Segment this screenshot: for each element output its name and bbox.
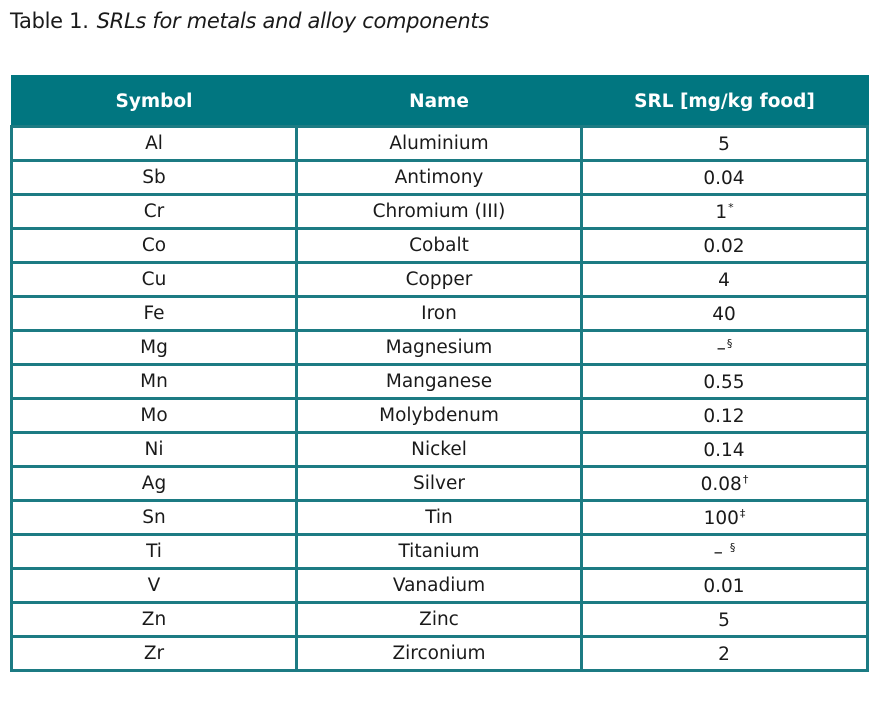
srl-value: 0.55 — [703, 371, 745, 393]
table-row: Mg Magnesium –§ — [10, 329, 869, 366]
cell-symbol: Sn — [10, 499, 298, 536]
srl-value: 0.08 — [700, 473, 742, 495]
cell-symbol: Co — [10, 227, 298, 264]
cell-name: Manganese — [295, 363, 583, 400]
table-row: Cr Chromium (III) 1* — [10, 193, 869, 230]
cell-name: Zirconium — [295, 635, 583, 672]
footnote-mark: § — [726, 336, 733, 350]
table-row: Ni Nickel 0.14 — [10, 431, 869, 468]
cell-symbol: Cr — [10, 193, 298, 230]
srl-value: 2 — [718, 643, 730, 665]
cell-symbol: Mo — [10, 397, 298, 434]
cell-srl: 0.02 — [580, 227, 869, 264]
cell-srl: 40 — [580, 295, 869, 332]
header-symbol: Symbol — [10, 75, 298, 128]
cell-srl: 0.12 — [580, 397, 869, 434]
table-row: Sb Antimony 0.04 — [10, 159, 869, 196]
cell-name: Zinc — [295, 601, 583, 638]
footnote-mark: † — [742, 472, 749, 486]
cell-symbol: Mn — [10, 363, 298, 400]
srl-value: 40 — [712, 303, 736, 325]
table-row: Mn Manganese 0.55 — [10, 363, 869, 400]
cell-name: Chromium (III) — [295, 193, 583, 230]
cell-srl: 5 — [580, 601, 869, 638]
table-row: Fe Iron 40 — [10, 295, 869, 332]
srl-value: 5 — [718, 133, 730, 155]
table-row: V Vanadium 0.01 — [10, 567, 869, 604]
table-label: Table 1. — [10, 9, 89, 33]
cell-srl: 0.55 — [580, 363, 869, 400]
cell-name: Copper — [295, 261, 583, 298]
cell-name: Silver — [295, 465, 583, 502]
footnote-mark: § — [729, 540, 736, 554]
cell-srl: 4 — [580, 261, 869, 298]
srl-value: 0.01 — [703, 575, 745, 597]
srl-value: 0.04 — [703, 167, 745, 189]
cell-name: Iron — [295, 295, 583, 332]
cell-name: Antimony — [295, 159, 583, 196]
table-row: Sn Tin 100‡ — [10, 499, 869, 536]
cell-symbol: Zr — [10, 635, 298, 672]
cell-symbol: Mg — [10, 329, 298, 366]
srl-table: Symbol Name SRL [mg/kg food] Al Aluminium… — [10, 75, 869, 672]
cell-srl: –§ — [580, 329, 869, 366]
cell-name: Magnesium — [295, 329, 583, 366]
cell-symbol: Ni — [10, 431, 298, 468]
footnote-mark: ‡ — [739, 506, 746, 520]
cell-name: Vanadium — [295, 567, 583, 604]
srl-value: 5 — [718, 609, 730, 631]
srl-value: 0.02 — [703, 235, 745, 257]
cell-name: Nickel — [295, 431, 583, 468]
cell-symbol: Zn — [10, 601, 298, 638]
table-row: Al Aluminium 5 — [10, 125, 869, 162]
cell-srl: 2 — [580, 635, 869, 672]
cell-symbol: Ag — [10, 465, 298, 502]
cell-srl: 0.14 — [580, 431, 869, 468]
srl-value: 0.14 — [703, 439, 745, 461]
cell-name: Molybdenum — [295, 397, 583, 434]
cell-symbol: Ti — [10, 533, 298, 570]
srl-value: 100 — [703, 507, 739, 529]
cell-name: Titanium — [295, 533, 583, 570]
table-caption: SRLs for metals and alloy components — [96, 9, 490, 33]
cell-srl: 0.01 — [580, 567, 869, 604]
header-row: Symbol Name SRL [mg/kg food] — [10, 75, 869, 128]
table-title: Table 1. SRLs for metals and alloy compon… — [10, 9, 489, 33]
cell-symbol: Cu — [10, 261, 298, 298]
cell-srl: 1* — [580, 193, 869, 230]
cell-name: Aluminium — [295, 125, 583, 162]
table-row: Zn Zinc 5 — [10, 601, 869, 638]
footnote-mark: * — [728, 200, 734, 214]
cell-symbol: Fe — [10, 295, 298, 332]
header-srl: SRL [mg/kg food] — [580, 75, 869, 128]
cell-name: Tin — [295, 499, 583, 536]
srl-value: 0.12 — [703, 405, 745, 427]
cell-srl: 5 — [580, 125, 869, 162]
srl-value: – — [716, 337, 726, 359]
cell-symbol: Sb — [10, 159, 298, 196]
cell-srl: 0.08† — [580, 465, 869, 502]
header-name: Name — [295, 75, 583, 128]
table-row: Mo Molybdenum 0.12 — [10, 397, 869, 434]
cell-srl: 0.04 — [580, 159, 869, 196]
srl-value: 1 — [715, 201, 728, 223]
table-row: Ag Silver 0.08† — [10, 465, 869, 502]
cell-name: Cobalt — [295, 227, 583, 264]
srl-value: 4 — [718, 269, 730, 291]
cell-symbol: Al — [10, 125, 298, 162]
srl-value: – — [713, 541, 729, 563]
cell-srl: 100‡ — [580, 499, 869, 536]
table-row: Zr Zirconium 2 — [10, 635, 869, 672]
table-row: Co Cobalt 0.02 — [10, 227, 869, 264]
cell-symbol: V — [10, 567, 298, 604]
table-row: Cu Copper 4 — [10, 261, 869, 298]
cell-srl: – § — [580, 533, 869, 570]
table-row: Ti Titanium – § — [10, 533, 869, 570]
